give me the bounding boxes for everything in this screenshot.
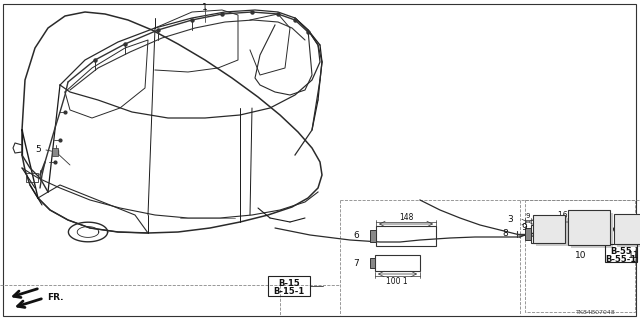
Bar bbox=[525, 228, 531, 240]
Bar bbox=[614, 214, 640, 244]
Bar bbox=[375, 255, 420, 271]
Text: 10: 10 bbox=[575, 251, 587, 260]
Text: FR.: FR. bbox=[47, 293, 63, 302]
Bar bbox=[26, 173, 38, 182]
Text: 1: 1 bbox=[202, 3, 208, 12]
Bar bbox=[52, 148, 58, 156]
Bar bbox=[543, 232, 551, 242]
Text: 7: 7 bbox=[353, 259, 359, 268]
Bar bbox=[370, 230, 376, 242]
Text: 6: 6 bbox=[353, 231, 359, 241]
Bar bbox=[525, 200, 635, 312]
Bar bbox=[536, 218, 568, 246]
Text: 4: 4 bbox=[589, 220, 595, 229]
Text: 2: 2 bbox=[544, 223, 550, 233]
Bar bbox=[268, 276, 310, 296]
Text: 9: 9 bbox=[521, 223, 527, 233]
Text: 148: 148 bbox=[399, 212, 413, 221]
Bar bbox=[531, 225, 606, 243]
Text: 11: 11 bbox=[628, 251, 640, 260]
Bar bbox=[376, 226, 436, 246]
Text: B-15: B-15 bbox=[278, 278, 300, 287]
Bar bbox=[370, 258, 375, 268]
Text: 100 1: 100 1 bbox=[386, 276, 408, 285]
Text: 3: 3 bbox=[507, 215, 513, 225]
Bar bbox=[617, 217, 640, 247]
Bar bbox=[571, 213, 613, 248]
Text: B-55: B-55 bbox=[610, 246, 632, 255]
Text: 5: 5 bbox=[35, 146, 41, 155]
Text: B-55-1: B-55-1 bbox=[605, 254, 637, 263]
Bar bbox=[533, 215, 565, 243]
Text: 8: 8 bbox=[502, 229, 508, 238]
Bar bbox=[568, 210, 610, 245]
Text: TK84B07048: TK84B07048 bbox=[576, 310, 616, 316]
Text: 164 5: 164 5 bbox=[558, 211, 580, 220]
Bar bbox=[605, 244, 637, 262]
Text: 9: 9 bbox=[525, 213, 531, 219]
Text: B-15-1: B-15-1 bbox=[273, 286, 305, 295]
